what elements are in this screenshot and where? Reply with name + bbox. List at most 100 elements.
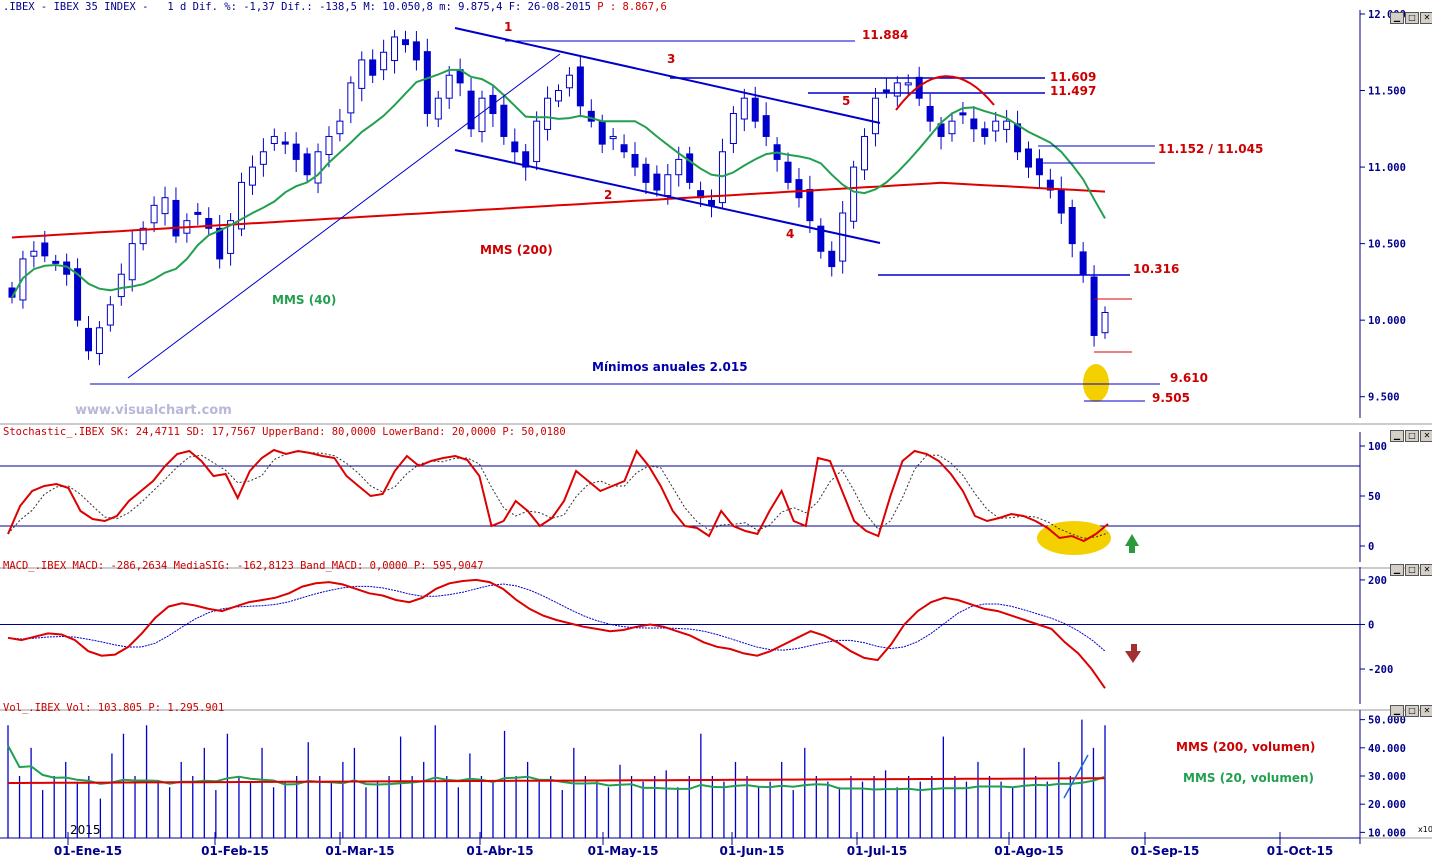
axis-tick-label: 40.000	[1368, 743, 1406, 755]
channel-lower-line	[454, 149, 881, 244]
candle-bull	[1101, 312, 1109, 334]
candle-bear	[1057, 189, 1065, 214]
date-tick-label: 01-Ene-15	[54, 844, 122, 857]
wave-label-5: 5	[842, 94, 850, 108]
candle-bear	[401, 39, 409, 46]
price-window-buttons[interactable]: ▁ □ ✕	[1390, 12, 1432, 24]
candle-bear	[467, 90, 475, 130]
axis-tick-label: 0	[1368, 619, 1374, 631]
macd-signal-line	[7, 583, 1106, 652]
year-label: 2015	[70, 823, 101, 837]
candle-bear	[281, 141, 289, 145]
candle-bull	[128, 243, 136, 281]
axis-tick-label: 50.000	[1368, 715, 1406, 727]
candle-bull	[248, 166, 256, 186]
arrow-up-icon	[1125, 534, 1139, 553]
minimize-icon[interactable]: ▁	[1390, 705, 1404, 717]
minimize-icon[interactable]: ▁	[1390, 430, 1404, 442]
mms40-label: MMS (40)	[272, 293, 336, 307]
close-icon[interactable]: ✕	[1420, 12, 1432, 24]
mms200-line	[11, 181, 1106, 239]
low-highlight	[1083, 364, 1109, 402]
candle-bear	[216, 227, 224, 260]
restore-icon[interactable]: □	[1405, 705, 1419, 717]
candle-bear	[369, 59, 377, 76]
candle-bear	[511, 141, 519, 153]
candle-bull	[434, 97, 442, 120]
candle-bear	[598, 120, 606, 145]
candle-bear	[303, 153, 311, 176]
level-label-9610: 9.610	[1170, 371, 1208, 385]
level-label-11152: 11.152 / 11.045	[1158, 142, 1263, 156]
stochastic-sk-line	[7, 448, 1109, 543]
candle-bull	[380, 51, 388, 71]
level-label-11497: 11.497	[1050, 84, 1096, 98]
top-arc	[895, 75, 995, 111]
volume-window-buttons[interactable]: ▁ □ ✕	[1390, 705, 1432, 717]
candle-bull	[565, 74, 573, 89]
candle-bear	[85, 327, 93, 352]
minimize-icon[interactable]: ▁	[1390, 564, 1404, 576]
candle-bear	[1014, 123, 1022, 153]
axis-tick-label: 11.000	[1368, 162, 1406, 174]
level-label-11884: 11.884	[862, 28, 908, 42]
candle-bull	[347, 82, 355, 114]
candle-bear	[52, 260, 60, 264]
stochastic-window-buttons[interactable]: ▁ □ ✕	[1390, 430, 1432, 442]
volume-mms20-label: MMS (20, volumen)	[1183, 771, 1314, 785]
arrow-down-icon	[1125, 644, 1141, 663]
candle-bull	[533, 120, 541, 163]
candle-bear	[172, 199, 180, 237]
wave-label-4: 4	[786, 227, 794, 241]
candle-bull	[850, 166, 858, 222]
restore-icon[interactable]: □	[1405, 430, 1419, 442]
candle-bull	[117, 273, 125, 298]
candle-bull	[139, 227, 147, 245]
candle-bull	[259, 151, 267, 165]
candle-bear	[631, 154, 639, 168]
wave-label-3: 3	[667, 52, 675, 66]
axis-tick-label: 100	[1368, 441, 1387, 453]
close-icon[interactable]: ✕	[1420, 430, 1432, 442]
candle-bull	[161, 197, 169, 215]
candle-bull	[478, 97, 486, 133]
minimize-icon[interactable]: ▁	[1390, 12, 1404, 24]
mms40-line	[11, 68, 1106, 298]
axis-tick-label: 200	[1368, 575, 1387, 587]
close-icon[interactable]: ✕	[1420, 564, 1432, 576]
level-label-11609: 11.609	[1050, 70, 1096, 84]
candle-bear	[1024, 148, 1032, 168]
candle-bear	[1035, 158, 1043, 176]
candle-bull	[544, 97, 552, 130]
candle-bear	[795, 179, 803, 199]
macd-header: MACD_.IBEX MACD: -286,2634 MediaSIG: -16…	[3, 560, 484, 572]
candle-bear	[882, 89, 890, 93]
candle-bull	[904, 82, 912, 86]
candle-bull	[675, 158, 683, 176]
channel-upper-line	[454, 27, 881, 124]
volume-header: Vol_.IBEX Vol: 103.805 P: 1.295.901	[3, 702, 225, 714]
candle-bear	[1079, 251, 1087, 275]
restore-icon[interactable]: □	[1405, 564, 1419, 576]
candle-bull	[555, 90, 562, 102]
date-tick-label: 01-May-15	[588, 844, 659, 857]
candle-bull	[150, 204, 158, 224]
uptrend-line	[127, 53, 561, 379]
candle-bear	[74, 268, 82, 321]
stochastic-header: Stochastic_.IBEX SK: 24,4711 SD: 17,7567…	[3, 426, 566, 438]
close-icon[interactable]: ✕	[1420, 705, 1432, 717]
candle-bear	[423, 51, 431, 114]
candle-bear	[708, 199, 716, 206]
candle-bear	[784, 161, 792, 183]
candle-bull	[445, 74, 453, 99]
macd-line	[7, 578, 1106, 689]
axis-tick-label: 0	[1368, 541, 1374, 553]
candle-bull	[871, 97, 879, 135]
candle-bear	[806, 188, 814, 222]
candle-bear	[926, 105, 934, 122]
date-tick-label: 01-Ago-15	[994, 844, 1063, 857]
restore-icon[interactable]: □	[1405, 12, 1419, 24]
macd-window-buttons[interactable]: ▁ □ ✕	[1390, 564, 1432, 576]
candle-bull	[391, 36, 399, 62]
